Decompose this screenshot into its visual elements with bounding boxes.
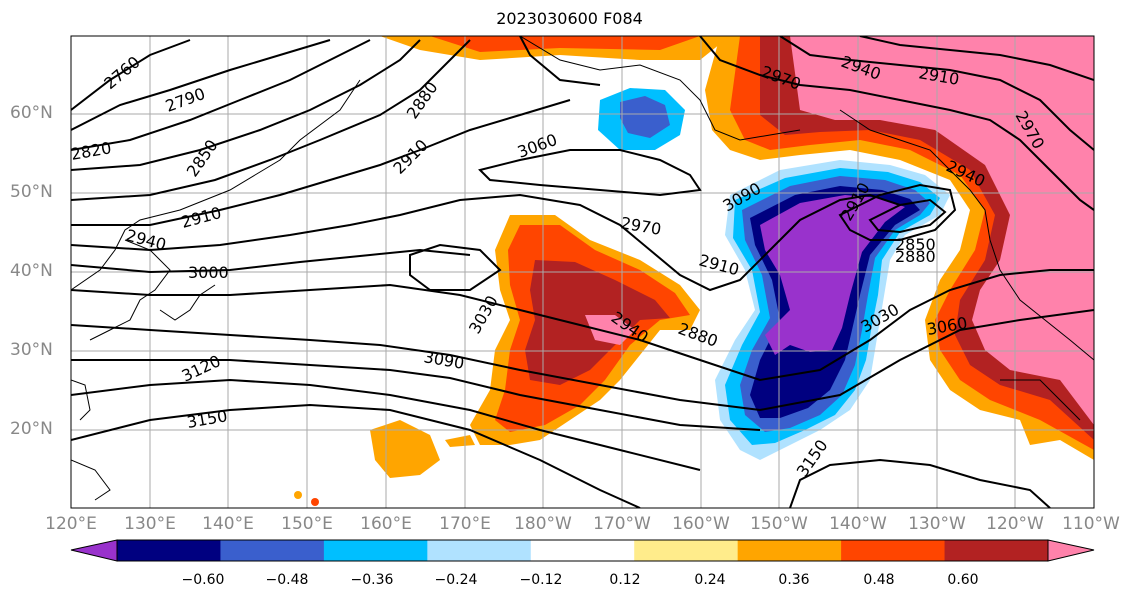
lon-label-140e: 140°E <box>202 514 254 534</box>
contour-label-2880-b: 2880 <box>895 247 936 266</box>
colorbar-upper-extension <box>1047 539 1095 562</box>
lon-label-130w: 130°W <box>908 514 966 534</box>
colorbar-tick-label: 0.48 <box>863 572 895 588</box>
colorbar-segment <box>944 540 1049 561</box>
map-gridlines <box>71 36 1094 508</box>
colorbar <box>70 539 1095 562</box>
lon-label-150w: 150°W <box>750 514 808 534</box>
lat-label-60n: 60°N <box>10 103 53 123</box>
lon-label-170e: 170°E <box>439 514 491 534</box>
colorbar-frame <box>116 539 1049 562</box>
lon-label-180w: 180°W <box>514 514 572 534</box>
lon-label-110w: 110°W <box>1062 514 1120 534</box>
lat-label-30n: 30°N <box>10 340 53 360</box>
map-plot-area: 2760 2790 2820 2850 2880 2910 2940 2970 … <box>71 36 1094 508</box>
colorbar-segment <box>427 540 532 561</box>
lon-label-150e: 150°E <box>281 514 333 534</box>
colorbar-tick-label: −0.36 <box>350 572 394 588</box>
colorbar-segment <box>737 540 842 561</box>
lon-label-160e: 160°E <box>360 514 412 534</box>
plot-frame <box>70 35 1095 509</box>
colorbar-segment <box>841 540 946 561</box>
colorbar-tick-label: −0.60 <box>181 572 225 588</box>
lon-label-160w: 160°W <box>672 514 730 534</box>
colorbar-segment <box>117 540 221 561</box>
colorbar-tick-label: 0.12 <box>609 572 641 588</box>
colorbar-tick-label: 0.60 <box>947 572 979 588</box>
colorbar-lower-extension <box>70 539 118 562</box>
lon-label-140w: 140°W <box>829 514 887 534</box>
colorbar-tick-label: −0.48 <box>265 572 309 588</box>
lon-label-130e: 130°E <box>124 514 176 534</box>
lon-label-170w: 170°W <box>593 514 651 534</box>
contour-label-2850-b: 2850 <box>895 235 936 254</box>
colorbar-tick-label: −0.12 <box>519 572 563 588</box>
lon-label-120w: 120°W <box>986 514 1044 534</box>
height-contours <box>71 36 1094 508</box>
lon-label-120e: 120°E <box>45 514 97 534</box>
colorbar-segment <box>530 540 635 561</box>
map-title: 2023030600 F084 <box>496 9 643 28</box>
lat-label-50n: 50°N <box>10 182 53 202</box>
contour-label-3000: 3000 <box>188 263 229 282</box>
lat-label-20n: 20°N <box>10 419 53 439</box>
colorbar-segment <box>634 540 739 561</box>
colorbar-tick-label: −0.24 <box>434 572 478 588</box>
colorbar-tick-label: 0.24 <box>694 572 726 588</box>
colorbar-segment <box>323 540 428 561</box>
colorbar-tick-label: 0.36 <box>778 572 810 588</box>
lat-label-40n: 40°N <box>10 261 53 281</box>
colorbar-segment <box>220 540 325 561</box>
